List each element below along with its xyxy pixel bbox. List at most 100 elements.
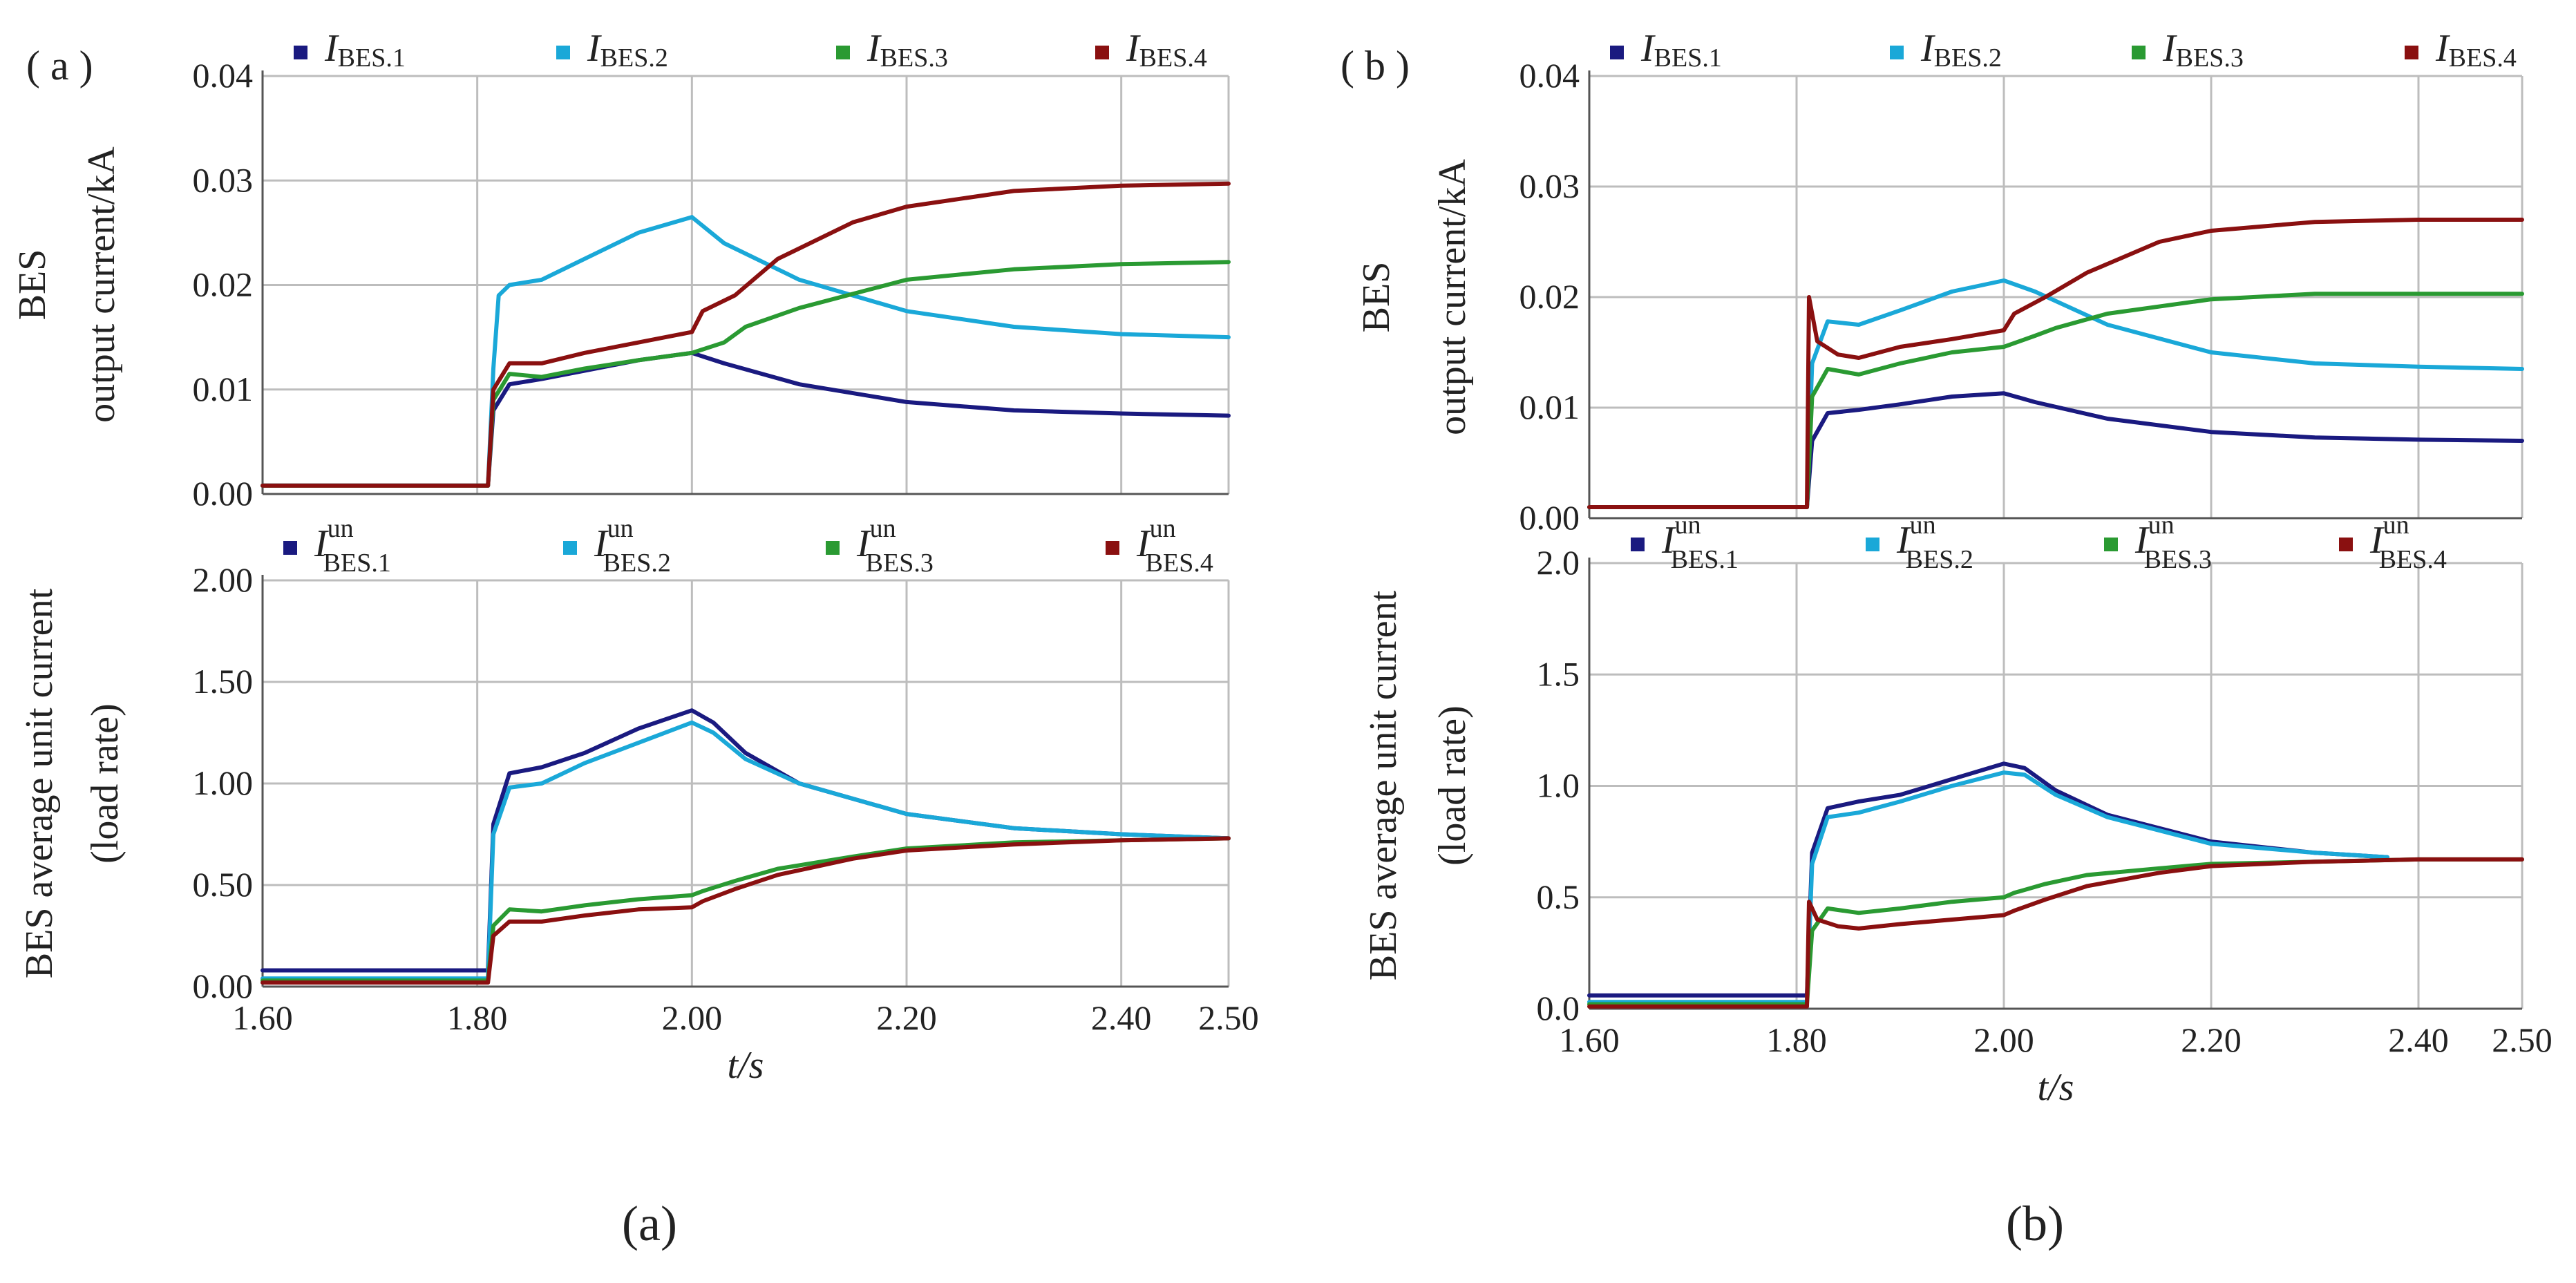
x-tick-label: 2.00 <box>1973 1020 2034 1059</box>
legend-superscript: un <box>328 514 354 543</box>
y-axis-label: BES average unit current <box>1362 590 1405 980</box>
y-tick-label: 0.01 <box>1519 388 1580 426</box>
legend-entry: IBES.1 <box>1640 27 1722 73</box>
y-tick-label: 0.03 <box>193 160 254 199</box>
legend-swatch <box>836 46 850 59</box>
x-tick-label: 2.40 <box>1091 998 1152 1037</box>
legend-superscript: un <box>1910 511 1936 540</box>
chart-a-bottom: 0.00 0.50 1.00 1.50 2.00 1.60 1.80 2.00 2.20 2.40… <box>18 514 1259 1087</box>
legend-superscript: un <box>2383 511 2409 540</box>
y-axis-label: output current/kA <box>1431 159 1474 435</box>
series-line-I_BES.2 <box>1587 278 2524 509</box>
legend-swatch <box>1610 46 1624 59</box>
legend-subscript: BES.4 <box>1139 44 1207 73</box>
y-tick-label: 0.04 <box>1519 56 1580 95</box>
legend-subscript: BES.1 <box>323 549 391 578</box>
legend-swatch <box>294 46 307 59</box>
legend-subscript: BES.3 <box>2176 44 2244 73</box>
y-axis-label: BES average unit current <box>18 588 61 978</box>
legend-superscript: un <box>607 514 634 543</box>
y-axis-label: BES <box>1355 262 1398 333</box>
legend-subscript: BES.3 <box>866 549 934 578</box>
series-line-I_un_BES.3 <box>1587 857 2524 1007</box>
legend-subscript: BES.3 <box>880 44 948 73</box>
y-tick-label: 1.50 <box>193 662 254 701</box>
y-tick-label: 0.02 <box>193 265 254 304</box>
legend-superscript: un <box>2148 511 2175 540</box>
legend-subscript: BES.2 <box>600 44 668 73</box>
x-tick-label: 1.60 <box>232 998 293 1037</box>
legend-subscript: BES.4 <box>2379 545 2447 574</box>
legend-superscript: un <box>1150 514 1176 543</box>
x-tick-label: 1.80 <box>1766 1020 1827 1059</box>
y-tick-label: 0.50 <box>193 865 254 904</box>
y-axis-label: BES <box>11 249 54 321</box>
series-line-I_un_BES.4 <box>1587 857 2524 1009</box>
legend-subscript: BES.3 <box>2144 545 2212 574</box>
y-tick-label: 0.00 <box>193 967 254 1005</box>
x-tick-label: 2.20 <box>2181 1020 2242 1059</box>
legend-swatch <box>556 46 570 59</box>
y-tick-label: 1.0 <box>1537 766 1580 805</box>
legend-entry: IBES.3 <box>866 27 948 73</box>
series-line-I_BES.4 <box>261 181 1231 488</box>
legend-swatch <box>1095 46 1109 59</box>
caption-a: (a) <box>622 1196 677 1251</box>
legend-superscript: un <box>870 514 896 543</box>
caption-b: (b) <box>2006 1196 2064 1251</box>
x-tick-label: 2.20 <box>876 998 937 1037</box>
legend-entry: IBES.2 <box>587 27 668 73</box>
y-tick-label: 1.5 <box>1537 654 1580 693</box>
x-tick-label: 2.00 <box>662 998 723 1037</box>
y-axis-label: output current/kA <box>80 146 123 423</box>
series-line-I_un_BES.4 <box>261 836 1231 985</box>
y-tick-label: 0.03 <box>1519 167 1580 205</box>
y-tick-label: 0.01 <box>193 370 254 408</box>
legend-swatch <box>1890 46 1904 59</box>
series-line-I_BES.1 <box>261 350 1231 488</box>
chart-b-top: 0.00 0.01 0.02 0.03 0.04 BES output current/kA… <box>1341 27 2524 537</box>
legend-subscript: BES.4 <box>1146 549 1213 578</box>
legend-swatch <box>2132 46 2146 59</box>
legend-swatch <box>283 541 297 555</box>
legend-subscript: BES.2 <box>603 549 671 578</box>
x-tick-label: 2.50 <box>1198 998 1259 1037</box>
legend-entry: IBES.1 <box>324 27 406 73</box>
series-line-I_un_BES.2 <box>261 720 1231 981</box>
legend-entry: Iun BES.2 <box>1896 511 1973 574</box>
legend-entry: Iun BES.4 <box>2369 511 2447 574</box>
y-axis-label: (load rate) <box>1431 705 1474 866</box>
series-line-I_BES.2 <box>261 215 1231 488</box>
chart-b-bottom: 0.0 0.5 1.0 1.5 2.0 1.60 1.80 2.00 2.20 2.40 2.50 t… <box>1362 511 2553 1109</box>
y-tick-label: 2.00 <box>193 560 254 599</box>
legend-entry: Iun BES.1 <box>314 514 391 578</box>
y-tick-label: 0.02 <box>1519 277 1580 316</box>
series-line-I_BES.3 <box>1587 292 2524 509</box>
legend-swatch <box>2339 538 2353 551</box>
x-tick-label: 2.40 <box>2388 1020 2449 1059</box>
legend-subscript: BES.4 <box>2449 44 2517 73</box>
series-line-I_BES.3 <box>261 260 1231 488</box>
legend-entry: Iun BES.1 <box>1661 511 1739 574</box>
legend-subscript: BES.1 <box>338 44 406 73</box>
y-tick-label: 1.00 <box>193 763 254 802</box>
series-line-I_un_BES.1 <box>1587 761 2389 998</box>
y-tick-label: 0.04 <box>193 56 254 95</box>
y-tick-label: 0.00 <box>193 474 254 513</box>
legend-entry: Iun BES.2 <box>594 514 671 578</box>
legend-subscript: BES.1 <box>1671 545 1739 574</box>
legend-entry: Iun BES.3 <box>856 514 934 578</box>
series-line-I_BES.4 <box>1587 218 2524 509</box>
y-tick-label: 0.5 <box>1537 877 1580 916</box>
legend-entry: Iun BES.4 <box>1136 514 1213 578</box>
panel-tag: ( b ) <box>1341 43 1410 88</box>
series-line-I_BES.1 <box>1587 391 2524 509</box>
legend-superscript: un <box>1675 511 1701 540</box>
legend-swatch <box>563 541 577 555</box>
panel-tag: ( a ) <box>26 43 93 88</box>
legend-entry: Iun BES.3 <box>2134 511 2212 574</box>
legend-entry: IBES.4 <box>1126 27 1207 73</box>
legend-swatch <box>1106 541 1119 555</box>
y-tick-label: 0.00 <box>1519 498 1580 537</box>
